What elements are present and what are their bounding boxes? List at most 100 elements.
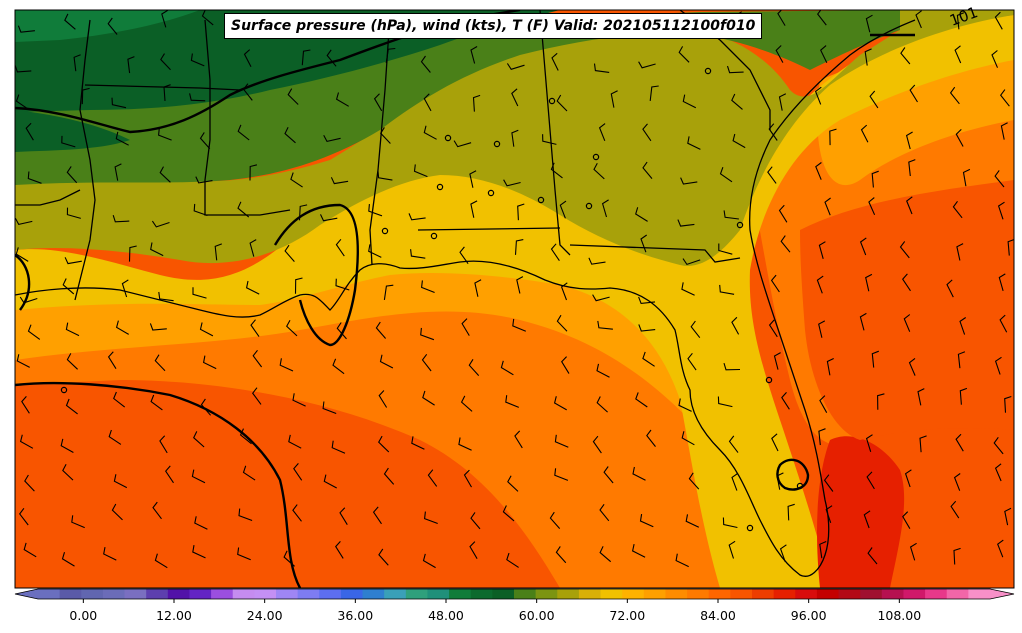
wind-barb [420, 327, 435, 341]
station-marker [765, 376, 773, 384]
station-marker [60, 386, 68, 394]
colorbar-swatch [860, 589, 883, 599]
wind-barb [868, 197, 876, 216]
wind-barb [553, 396, 567, 411]
wind-barb [950, 500, 960, 519]
wind-barb [556, 94, 568, 112]
wind-barb [470, 512, 481, 530]
colorbar-swatch [665, 589, 688, 599]
station-marker [537, 196, 545, 204]
wind-barb [237, 547, 251, 561]
station-markers [60, 67, 804, 532]
colorbar-swatch [643, 589, 666, 599]
wind-barb [554, 434, 569, 448]
wind-barb [511, 88, 519, 107]
colorbar: 0.00 12.00 24.00 36.00 48.00 60.00 72.00 84.00 9… [14, 588, 1015, 623]
wind-barb [997, 539, 1004, 558]
wind-barb [596, 396, 608, 413]
border-tx-la [15, 189, 81, 206]
wind-barb [238, 508, 253, 522]
wind-barb [66, 353, 78, 370]
wind-barb [815, 162, 822, 180]
wind-barb [955, 129, 964, 147]
wind-barb [722, 517, 738, 529]
wind-barb [460, 395, 473, 412]
wind-barb [824, 197, 831, 216]
wind-barb [767, 166, 777, 184]
wind-barb [249, 239, 257, 257]
wind-barb [592, 294, 610, 302]
wind-barb [555, 546, 567, 564]
wind-barb [239, 428, 252, 445]
wind-barb [115, 320, 129, 335]
wind-barb [909, 542, 917, 561]
wind-barb [158, 128, 172, 141]
wind-barb [994, 356, 1002, 375]
wind-barb [103, 546, 117, 561]
wind-barb [818, 428, 826, 446]
wind-barb [953, 473, 961, 491]
wind-barb [71, 515, 85, 529]
wind-barb [959, 387, 968, 405]
wind-barb [24, 474, 35, 492]
plot-frame [14, 9, 1015, 589]
colorbar-swatch [730, 589, 753, 599]
wind-barb [214, 243, 222, 261]
wind-barb [823, 474, 834, 492]
wind-barb [773, 352, 781, 370]
wind-barb [159, 166, 171, 183]
wind-barb [952, 200, 963, 219]
wind-barb [638, 324, 656, 332]
colorbar-tick-label: 36.00 [337, 608, 373, 623]
wind-barb [818, 241, 826, 259]
wind-barb [15, 65, 32, 73]
colorbar-swatch [405, 589, 428, 599]
wind-barb [194, 516, 208, 530]
colorbar-swatch [708, 589, 731, 599]
wind-barb [62, 278, 75, 295]
wind-barb [500, 360, 514, 376]
wind-barb [610, 90, 618, 108]
wind-barb [373, 93, 383, 112]
colorbar-tick-label: 0.00 [69, 608, 97, 623]
wind-barb [292, 504, 302, 522]
wind-barb [905, 131, 913, 150]
wind-barb [631, 543, 646, 558]
wind-barb [121, 279, 129, 298]
wind-barb [646, 429, 656, 447]
colorbar-swatch [59, 589, 82, 599]
wind-barb [770, 274, 780, 293]
wind-barb [999, 314, 1008, 333]
wind-barb [956, 243, 964, 261]
wind-barb [877, 393, 885, 410]
wind-barb [865, 273, 873, 292]
wind-barb [781, 392, 790, 410]
wind-barb [599, 546, 612, 563]
wind-barb [469, 170, 477, 188]
wind-barb [62, 464, 74, 481]
wind-barb [287, 88, 299, 105]
border-al-fl [417, 227, 561, 231]
wind-barb [154, 553, 168, 569]
colorbar-extend-high [990, 589, 1014, 599]
wind-barb [957, 351, 966, 369]
wind-barb [598, 123, 606, 142]
wind-barb [908, 159, 916, 177]
wind-barb [375, 321, 387, 339]
wind-barb [514, 430, 523, 449]
wind-barb [955, 433, 964, 452]
wind-barb [681, 431, 695, 446]
wind-barb [902, 511, 911, 529]
wind-barb [514, 239, 524, 255]
isobar-line [15, 10, 521, 134]
wind-barb [902, 273, 911, 292]
station-marker [493, 140, 501, 148]
wind-barb [859, 237, 867, 256]
colorbar-tick-label: 48.00 [428, 608, 464, 623]
map-title: Surface pressure (hPa), wind (kts), T (F… [224, 13, 763, 39]
colorbar-swatch [946, 589, 969, 599]
wind-barb [866, 471, 875, 490]
colorbar-swatch [881, 589, 904, 599]
wind-barb [505, 395, 520, 408]
wind-barb [601, 199, 609, 218]
